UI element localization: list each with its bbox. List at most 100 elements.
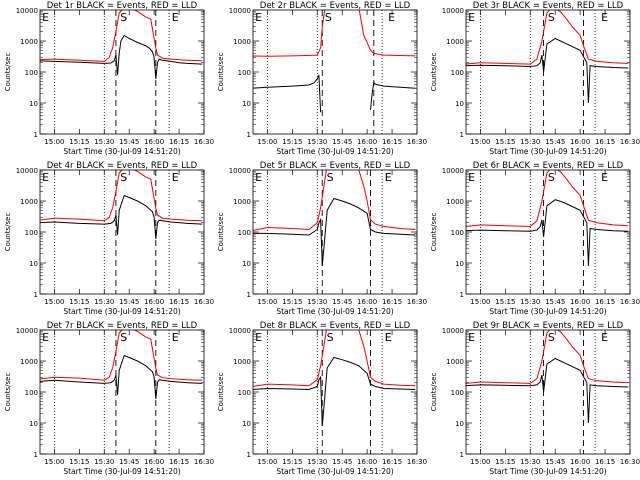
x-tick-label: 15:15 <box>495 138 515 146</box>
interval-marker-label: S <box>120 171 127 184</box>
x-tick-label: 16:00 <box>144 138 164 146</box>
y-tick-label: 1 <box>460 131 464 139</box>
interval-marker-label: S <box>548 331 555 344</box>
x-axis-label: Start Time (30-Jul-09 14:51:20) <box>276 467 393 476</box>
y-tick-label: 1 <box>460 291 464 299</box>
x-tick-label: 16:30 <box>620 298 640 306</box>
detector-panel-5: Det 5r BLACK = Events, RED = LLD 1 10 100 10… <box>217 161 427 316</box>
x-tick-label: 15:30 <box>520 298 540 306</box>
x-tick-label: 15:00 <box>470 138 490 146</box>
x-tick-label: 15:45 <box>332 138 352 146</box>
y-tick-label: 10000 <box>16 7 38 15</box>
x-tick-label: 16:30 <box>620 138 640 146</box>
y-tick-label: 1000 <box>233 358 251 366</box>
x-tick-label: 16:30 <box>620 458 640 466</box>
y-axis-label: Counts/sec <box>430 53 438 92</box>
y-tick-label: 1000 <box>20 198 38 206</box>
panel-title: Det 2r BLACK = Events, RED = LLD <box>260 1 411 11</box>
y-tick-label: 1 <box>34 131 38 139</box>
x-tick-label: 15:30 <box>307 298 327 306</box>
events-series-line <box>40 194 203 239</box>
lld-series-line <box>466 10 629 65</box>
x-tick-label: 15:45 <box>119 138 139 146</box>
y-tick-label: 10000 <box>16 167 38 175</box>
plot-frame <box>252 9 418 135</box>
y-tick-label: 1 <box>247 291 251 299</box>
interval-marker-label: E <box>388 11 395 24</box>
events-series-line <box>253 197 416 267</box>
x-tick-label: 16:30 <box>407 458 427 466</box>
y-axis-label: Counts/sec <box>4 373 12 412</box>
x-tick-label: 15:00 <box>257 298 277 306</box>
x-axis-label: Start Time (30-Jul-09 14:51:20) <box>276 307 393 316</box>
plot-frame <box>252 329 418 455</box>
events-series-line <box>40 354 203 399</box>
interval-marker-label: S <box>120 331 127 344</box>
x-tick-label: 15:45 <box>545 138 565 146</box>
panel-title: Det 1r BLACK = Events, RED = LLD <box>47 1 198 11</box>
x-tick-label: 15:15 <box>282 458 302 466</box>
y-tick-label: 10 <box>242 420 251 428</box>
lld-series-line <box>40 330 203 381</box>
y-tick-label: 10000 <box>229 327 251 335</box>
x-tick-label: 16:15 <box>382 458 402 466</box>
detector-panel-3: Det 3r BLACK = Events, RED = LLD 1 10 100 10… <box>430 1 640 156</box>
y-tick-label: 10 <box>242 100 251 108</box>
lld-series-line <box>466 330 629 384</box>
x-tick-label: 15:30 <box>520 138 540 146</box>
x-axis-label: Start Time (30-Jul-09 14:51:20) <box>489 467 606 476</box>
y-tick-label: 1 <box>34 451 38 459</box>
panel-title: Det 9r BLACK = Events, RED = LLD <box>473 321 624 331</box>
interval-marker-label: E <box>255 171 262 184</box>
y-tick-label: 100 <box>25 229 38 237</box>
detector-panel-6: Det 6r BLACK = Events, RED = LLD 1 10 100 10… <box>430 161 640 316</box>
x-tick-label: 15:45 <box>119 458 139 466</box>
plot-frame <box>465 9 631 135</box>
x-tick-label: 16:15 <box>382 138 402 146</box>
y-tick-label: 100 <box>25 389 38 397</box>
plot-frame <box>252 169 418 295</box>
events-series-line <box>466 37 629 104</box>
y-tick-label: 10 <box>29 260 38 268</box>
y-tick-label: 10 <box>29 100 38 108</box>
x-tick-label: 15:45 <box>545 298 565 306</box>
x-tick-label: 15:00 <box>257 138 277 146</box>
y-tick-label: 1 <box>247 131 251 139</box>
lld-series-line <box>40 10 203 62</box>
y-axis-label: Counts/sec <box>217 213 225 252</box>
interval-marker-label: E <box>42 171 49 184</box>
x-tick-label: 15:00 <box>470 458 490 466</box>
x-axis-label: Start Time (30-Jul-09 14:51:20) <box>276 147 393 156</box>
interval-marker-label: E <box>468 331 475 344</box>
y-tick-label: 10000 <box>442 327 464 335</box>
lld-series-line <box>40 170 203 222</box>
panel-title: Det 5r BLACK = Events, RED = LLD <box>260 161 411 171</box>
interval-marker-label: E <box>255 11 262 24</box>
x-axis-label: Start Time (30-Jul-09 14:51:20) <box>489 147 606 156</box>
panel-title: Det 6r BLACK = Events, RED = LLD <box>473 161 624 171</box>
interval-marker-label: E <box>42 11 49 24</box>
x-tick-label: 15:30 <box>307 458 327 466</box>
x-tick-label: 16:15 <box>169 458 189 466</box>
y-axis-label: Counts/sec <box>217 373 225 412</box>
x-axis-label: Start Time (30-Jul-09 14:51:20) <box>63 147 180 156</box>
y-tick-label: 1 <box>247 451 251 459</box>
interval-marker-label: S <box>548 11 555 24</box>
y-tick-label: 1000 <box>446 358 464 366</box>
x-tick-label: 16:15 <box>595 138 615 146</box>
x-axis-label: Start Time (30-Jul-09 14:51:20) <box>489 307 606 316</box>
lld-series-line <box>253 170 416 232</box>
interval-marker-label: E <box>42 331 49 344</box>
x-tick-label: 16:30 <box>194 138 214 146</box>
y-tick-label: 1000 <box>20 38 38 46</box>
y-tick-label: 1000 <box>233 38 251 46</box>
plot-frame <box>39 169 205 295</box>
y-tick-label: 10000 <box>16 327 38 335</box>
events-series-line <box>40 34 203 79</box>
y-tick-label: 1000 <box>446 198 464 206</box>
x-tick-label: 15:30 <box>94 138 114 146</box>
interval-marker-label: E <box>468 11 475 24</box>
x-tick-label: 15:45 <box>332 298 352 306</box>
detector-panel-4: Det 4r BLACK = Events, RED = LLD 1 10 100 10… <box>4 161 214 316</box>
lld-series-line <box>466 170 629 228</box>
